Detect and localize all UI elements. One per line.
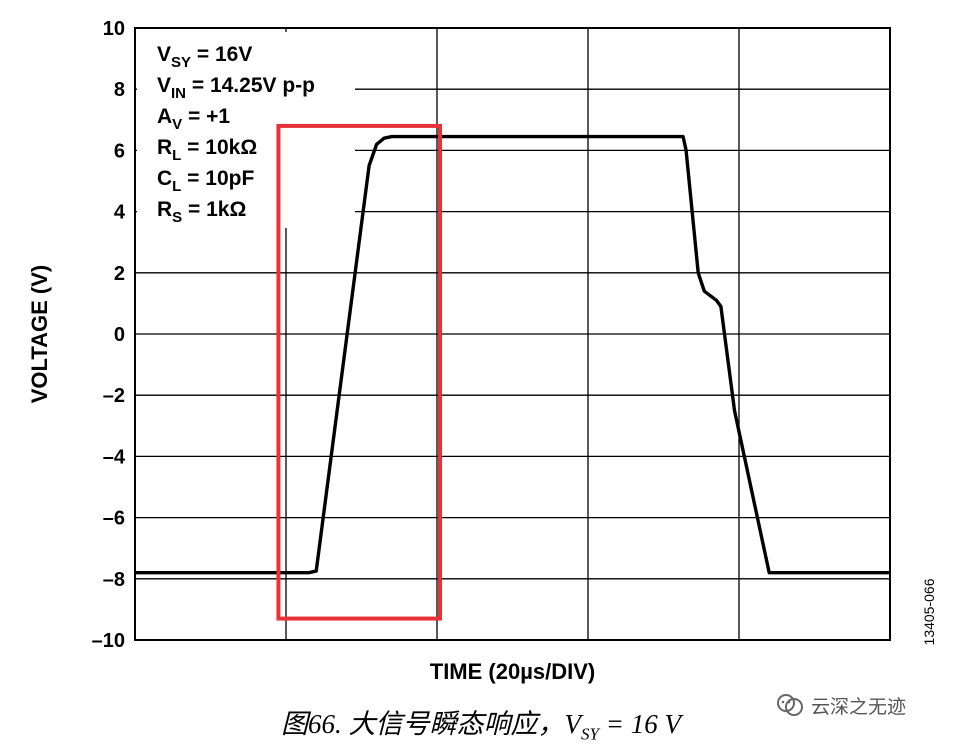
y-tick-label: 8: [114, 79, 125, 101]
test-conditions-background: [137, 32, 355, 228]
test-condition-line: CL = 10pF: [157, 167, 254, 195]
wechat-official-account-icon: [777, 694, 803, 716]
test-condition-line: RL = 10kΩ: [157, 136, 257, 164]
y-tick-label: 10: [103, 18, 125, 40]
caption-value: = 16 V: [599, 709, 681, 739]
test-condition-line: AV = +1: [157, 105, 230, 133]
figure-caption: 图66. 大信号瞬态响应，VSY = 16 V: [0, 702, 962, 744]
watermark-text: 云深之无迹: [811, 695, 907, 718]
caption-subscript: SY: [581, 724, 599, 744]
y-tick-label: –10: [92, 630, 125, 652]
caption-text: 图66. 大信号瞬态响应，: [281, 709, 565, 739]
chart: 10 8 6 4 2 0 –2 –4 –6 –8 –10 VOLTAGE (V) TIME (20µ…: [27, 18, 937, 684]
y-tick-label: –2: [103, 385, 125, 407]
test-condition-line: VSY = 16V: [157, 43, 252, 71]
y-tick-label: –6: [103, 508, 125, 530]
test-condition-line: VIN = 14.25V p-p: [157, 74, 315, 102]
y-tick-label: 0: [114, 324, 125, 346]
test-condition-line: RS = 1kΩ: [157, 198, 246, 226]
caption-symbol: V: [564, 709, 582, 739]
series-line: [135, 134, 890, 575]
y-axis-label: VOLTAGE (V): [27, 265, 52, 404]
watermark: 云深之无迹: [775, 690, 906, 720]
y-tick-labels: 10 8 6 4 2 0 –2 –4 –6 –8 –10: [92, 18, 126, 652]
y-tick-label: –4: [103, 446, 126, 468]
plot-frame: [134, 27, 891, 641]
y-tick-label: –8: [103, 569, 125, 591]
test-conditions: VSY = 16V VIN = 14.25V p-p AV = +1 RL = 10k…: [137, 32, 355, 228]
figure-id-label: 13405-066: [921, 578, 937, 645]
y-tick-label: 4: [114, 202, 126, 224]
highlight-box: [276, 123, 443, 621]
x-axis-label: TIME (20µs/DIV): [430, 659, 595, 684]
y-tick-label: 2: [114, 263, 125, 285]
y-tick-label: 6: [114, 140, 125, 162]
